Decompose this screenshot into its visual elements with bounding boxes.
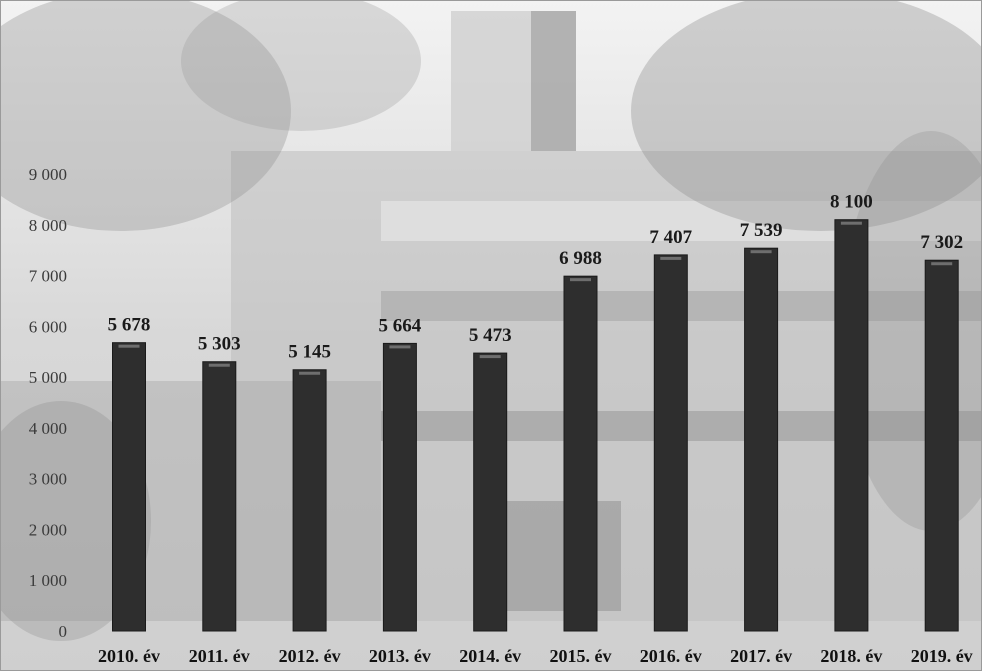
data-label: 5 678	[108, 315, 151, 336]
x-tick-label: 2013. év	[369, 646, 431, 666]
x-tick-label: 2017. év	[730, 646, 792, 666]
y-tick-label: 3 000	[29, 470, 67, 489]
y-tick-label: 1 000	[29, 571, 67, 590]
y-tick-label: 8 000	[29, 216, 67, 235]
bar	[202, 361, 237, 632]
bar	[112, 342, 146, 632]
y-tick-label: 5 000	[29, 368, 67, 387]
bar-cap-highlight	[750, 250, 772, 254]
y-tick-label: 2 000	[29, 520, 67, 539]
y-axis: 0 1 000 2 000 3 000 4 000 5 000 6 000 7 000 8 00…	[29, 165, 67, 641]
y-tick-label: 0	[59, 622, 68, 641]
bar	[653, 254, 688, 632]
x-tick-label: 2014. év	[459, 646, 521, 666]
x-tick-label: 2011. év	[189, 646, 250, 666]
bar	[744, 247, 779, 632]
bar	[924, 259, 959, 632]
x-tick-label: 2018. év	[820, 646, 882, 666]
bar-cap-highlight	[660, 256, 682, 260]
x-tick-label: 2016. év	[640, 646, 702, 666]
bar	[473, 352, 508, 632]
data-label: 5 473	[469, 325, 512, 346]
x-tick-label: 2012. év	[279, 646, 341, 666]
data-label: 7 302	[920, 232, 963, 253]
bar-cap-highlight	[570, 278, 591, 282]
bar	[382, 342, 417, 632]
bar	[563, 275, 598, 632]
data-label: 5 145	[288, 342, 331, 363]
bar-cap-highlight	[479, 355, 501, 359]
x-axis: 2010. év 2011. év 2012. év 2013. év 2014. év…	[98, 646, 973, 666]
y-tick-label: 9 000	[29, 165, 67, 184]
data-label: 5 664	[379, 315, 422, 336]
y-tick-label: 6 000	[29, 317, 67, 336]
bar-cap-highlight	[389, 345, 411, 349]
value-labels-group: 5 678 5 303 5 145 5 664 5 473 6 988 7 407 7 539…	[108, 192, 963, 363]
bars-group	[112, 219, 959, 632]
bar-cap-highlight	[840, 221, 862, 225]
bar-cap-highlight	[208, 363, 230, 367]
bar-cap-highlight	[931, 262, 953, 266]
data-label: 8 100	[830, 192, 873, 213]
data-label: 5 303	[198, 334, 241, 355]
x-tick-label: 2015. év	[550, 646, 612, 666]
y-tick-label: 4 000	[29, 419, 67, 438]
data-label: 7 407	[649, 227, 692, 248]
y-tick-label: 7 000	[29, 267, 67, 286]
data-label: 6 988	[559, 248, 602, 269]
bar-cap-highlight	[299, 371, 321, 375]
x-tick-label: 2019. év	[911, 646, 973, 666]
bar	[834, 219, 869, 632]
bar	[292, 369, 327, 632]
x-tick-label: 2010. év	[98, 646, 160, 666]
bar-cap-highlight	[118, 344, 140, 348]
data-label: 7 539	[740, 220, 783, 241]
